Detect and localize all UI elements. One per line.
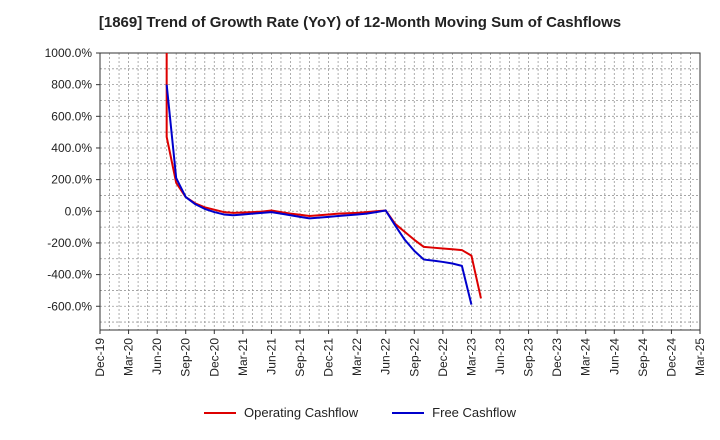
x-tick-label: Sep-21	[293, 338, 307, 377]
x-tick-label: Mar-21	[236, 338, 250, 376]
plot-area	[100, 53, 700, 330]
x-tick-label: Dec-19	[93, 338, 107, 377]
x-tick-label: Sep-20	[179, 338, 193, 377]
y-tick-label: 1000.0%	[45, 46, 93, 60]
y-tick-label: 600.0%	[51, 109, 92, 123]
y-tick-label: -200.0%	[47, 236, 92, 250]
x-tick-label: Dec-24	[664, 338, 678, 377]
legend-swatch-free-cashflow	[392, 411, 425, 414]
x-tick-label: Jun-24	[607, 338, 621, 375]
x-tick-label: Mar-25	[693, 338, 707, 376]
x-tick-label: Mar-24	[579, 338, 593, 376]
y-tick-label: 400.0%	[51, 141, 92, 155]
series-line-free-cashflow	[165, 84, 473, 305]
y-tick-label: 800.0%	[51, 78, 92, 92]
legend-item-operating-cashflow: Operating Cashflow	[204, 405, 358, 420]
legend-label-free-cashflow: Free Cashflow	[432, 405, 516, 420]
y-tick-label: 0.0%	[65, 204, 93, 218]
y-tick-label: -600.0%	[47, 299, 92, 313]
x-tick-label: Mar-23	[464, 338, 478, 376]
x-tick-label: Dec-21	[322, 338, 336, 377]
grid-layer	[100, 53, 700, 330]
legend-item-free-cashflow: Free Cashflow	[392, 405, 516, 420]
x-tick-label: Mar-22	[350, 338, 364, 376]
x-tick-label: Dec-20	[207, 338, 221, 377]
y-tick-label: -400.0%	[47, 268, 92, 282]
x-tick-label: Jun-21	[264, 338, 278, 375]
x-tick-label: Mar-20	[122, 338, 136, 376]
x-tick-label: Jun-20	[150, 338, 164, 375]
plot-frame	[99, 52, 701, 331]
x-tick-label: Sep-24	[636, 338, 650, 377]
legend-swatch-operating-cashflow	[204, 411, 236, 414]
chart-title: [1869] Trend of Growth Rate (YoY) of 12-…	[98, 14, 622, 31]
y-tick-label: 200.0%	[51, 173, 92, 187]
series-layer	[165, 53, 482, 305]
legend-label-operating-cashflow: Operating Cashflow	[244, 405, 359, 420]
x-tick-label: Dec-22	[436, 338, 450, 377]
legend: Operating Cashflow Free Cashflow	[0, 405, 720, 420]
x-tick-label: Dec-23	[550, 338, 564, 377]
axis-layer: 1000.0% 800.0% 600.0% 400.0% 200.0% 0.0% -200.…	[45, 46, 707, 377]
x-tick-label: Jun-23	[493, 338, 507, 375]
x-tick-label: Sep-22	[407, 338, 421, 377]
x-tick-label: Sep-23	[522, 338, 536, 377]
series-line-operating-cashflow	[165, 53, 482, 299]
x-tick-label: Jun-22	[379, 338, 393, 375]
